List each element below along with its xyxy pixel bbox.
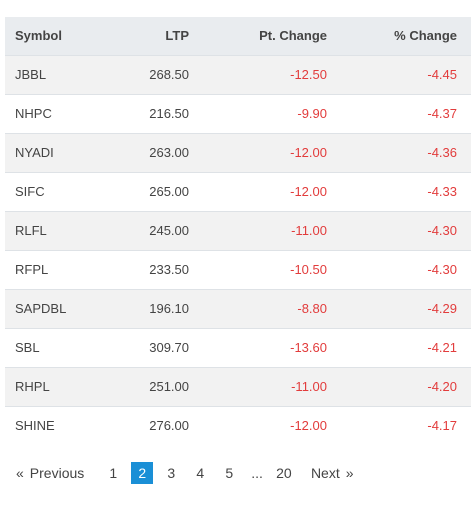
cell-pt-change: -11.00 — [291, 223, 327, 238]
cell-symbol[interactable]: RHPL — [15, 379, 50, 394]
cell-ltp: 268.50 — [149, 67, 189, 82]
cell-ltp: 196.10 — [149, 301, 189, 316]
header-pct-change[interactable]: % Change — [394, 28, 457, 44]
previous-label: Previous — [29, 465, 85, 481]
pagination-ellipsis: ... — [251, 465, 263, 481]
page-4[interactable]: 4 — [196, 465, 205, 481]
cell-symbol[interactable]: NHPC — [15, 106, 52, 121]
page-20[interactable]: 20 — [276, 465, 292, 481]
next-label: Next — [310, 465, 340, 481]
table-row[interactable]: SAPDBL 196.10 -8.80 -4.29 — [5, 289, 471, 328]
cell-pct-change: -4.37 — [427, 106, 457, 121]
cell-pct-change: -4.20 — [427, 379, 457, 394]
cell-pct-change: -4.30 — [427, 223, 457, 238]
cell-pt-change: -11.00 — [291, 379, 327, 394]
page-2-active[interactable]: 2 — [131, 462, 154, 484]
cell-pct-change: -4.17 — [427, 418, 457, 434]
cell-symbol[interactable]: SIFC — [15, 184, 45, 199]
page-1[interactable]: 1 — [109, 465, 118, 481]
gainers-losers-table-container: Symbol LTP Pt. Change % Change JBBL 268.5… — [5, 17, 471, 445]
cell-symbol[interactable]: SAPDBL — [15, 301, 67, 316]
table-row[interactable]: NYADI 263.00 -12.00 -4.36 — [5, 133, 471, 172]
cell-ltp: 263.00 — [149, 145, 189, 160]
cell-pct-change: -4.36 — [427, 145, 457, 160]
cell-pt-change: -12.00 — [290, 418, 327, 434]
table-row[interactable]: JBBL 268.50 -12.50 -4.45 — [5, 55, 471, 94]
cell-ltp: 276.00 — [149, 418, 189, 434]
table-row[interactable]: SIFC 265.00 -12.00 -4.33 — [5, 172, 471, 211]
page-3[interactable]: 3 — [167, 465, 176, 481]
cell-pct-change: -4.21 — [427, 340, 457, 355]
cell-pt-change: -13.60 — [290, 340, 327, 355]
cell-symbol[interactable]: JBBL — [15, 67, 47, 82]
pagination-previous[interactable]: « Previous — [10, 465, 84, 481]
cell-symbol[interactable]: NYADI — [15, 145, 54, 160]
cell-pt-change: -12.50 — [290, 67, 327, 82]
table-row[interactable]: SBL 309.70 -13.60 -4.21 — [5, 328, 471, 367]
chevron-right-icon: » — [345, 465, 354, 481]
cell-pct-change: -4.30 — [427, 262, 457, 277]
chevron-left-icon: « — [16, 465, 24, 481]
cell-symbol[interactable]: SHINE — [15, 418, 55, 434]
pagination: « Previous 1 2 3 4 5 ... 20 Next » — [10, 462, 360, 484]
stock-table: Symbol LTP Pt. Change % Change JBBL 268.5… — [5, 17, 471, 445]
cell-symbol[interactable]: RFPL — [15, 262, 49, 277]
pagination-next[interactable]: Next » — [311, 465, 360, 481]
cell-ltp: 265.00 — [149, 184, 189, 199]
cell-symbol[interactable]: SBL — [15, 340, 40, 355]
cell-ltp: 245.00 — [149, 223, 189, 238]
page-5[interactable]: 5 — [225, 465, 234, 481]
cell-pct-change: -4.45 — [427, 67, 457, 82]
cell-ltp: 233.50 — [149, 262, 189, 277]
table-header-row: Symbol LTP Pt. Change % Change — [5, 17, 471, 55]
table-row[interactable]: RLFL 245.00 -11.00 -4.30 — [5, 211, 471, 250]
cell-ltp: 216.50 — [149, 106, 189, 121]
cell-pct-change: -4.29 — [427, 301, 457, 316]
cell-symbol[interactable]: RLFL — [15, 223, 47, 238]
cell-pt-change: -8.80 — [297, 301, 327, 316]
table-row[interactable]: RFPL 233.50 -10.50 -4.30 — [5, 250, 471, 289]
header-pt-change[interactable]: Pt. Change — [259, 28, 327, 44]
cell-pct-change: -4.33 — [427, 184, 457, 199]
cell-pt-change: -12.00 — [290, 184, 327, 199]
cell-pt-change: -9.90 — [297, 106, 327, 121]
cell-ltp: 251.00 — [149, 379, 189, 394]
cell-pt-change: -12.00 — [290, 145, 327, 160]
table-row[interactable]: RHPL 251.00 -11.00 -4.20 — [5, 367, 471, 406]
header-symbol[interactable]: Symbol — [15, 28, 62, 44]
table-row[interactable]: SHINE 276.00 -12.00 -4.17 — [5, 406, 471, 445]
header-ltp[interactable]: LTP — [165, 28, 189, 44]
cell-ltp: 309.70 — [149, 340, 189, 355]
cell-pt-change: -10.50 — [290, 262, 327, 277]
table-row[interactable]: NHPC 216.50 -9.90 -4.37 — [5, 94, 471, 133]
